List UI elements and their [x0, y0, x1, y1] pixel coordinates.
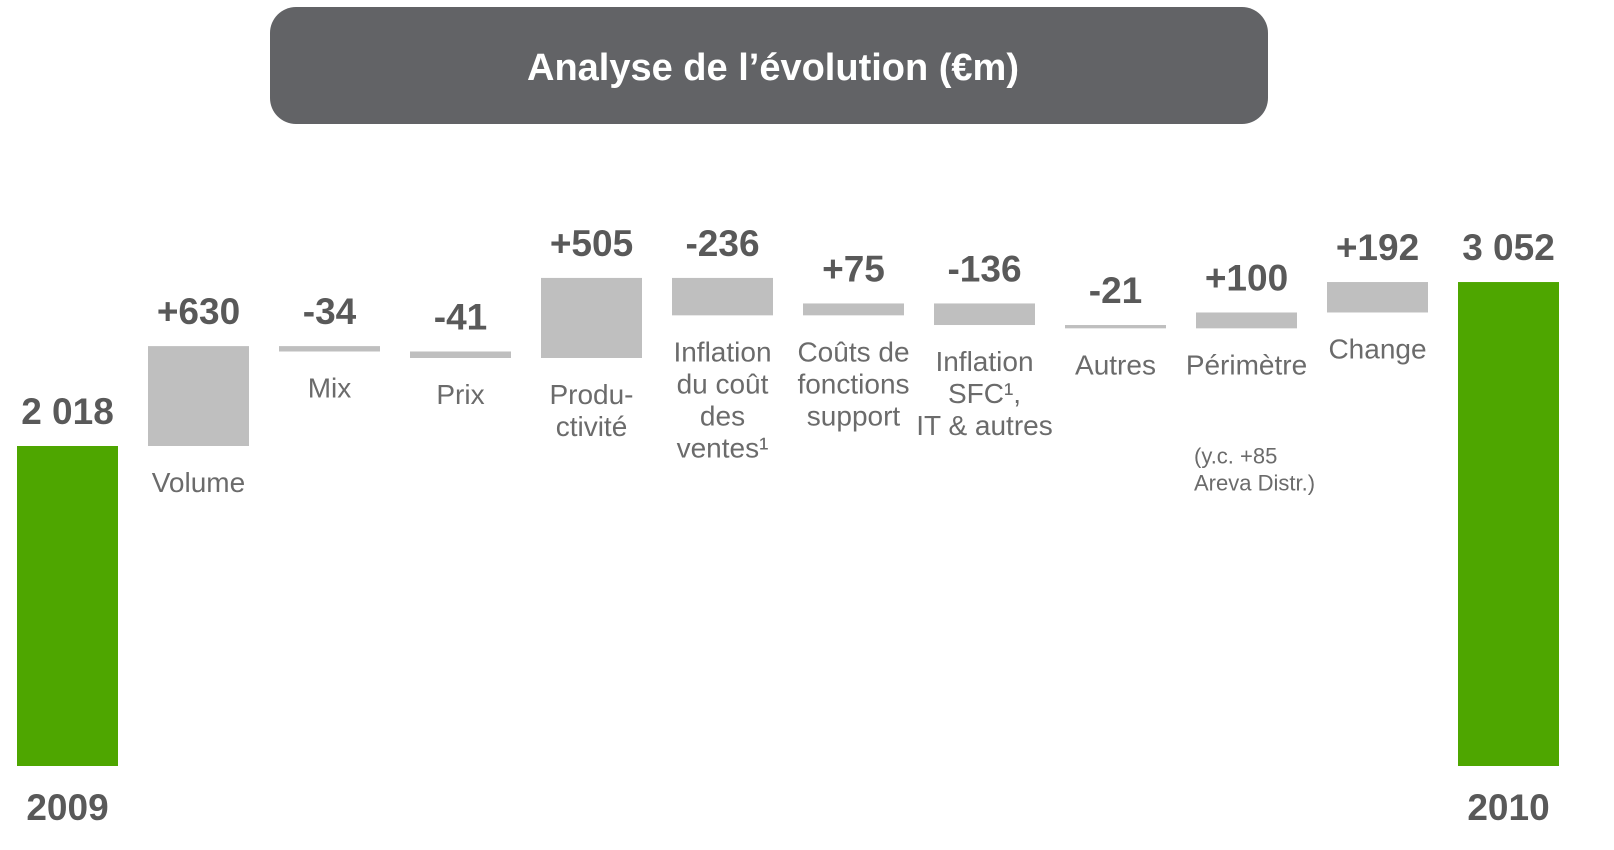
value-label: -136 — [947, 248, 1021, 289]
year-label: 2009 — [26, 787, 108, 828]
value-label: -236 — [685, 223, 759, 264]
category-label: Change — [1328, 333, 1426, 364]
year-label: 2010 — [1467, 787, 1549, 828]
value-label: -34 — [303, 291, 357, 332]
bar — [1327, 282, 1428, 313]
value-label: -21 — [1089, 270, 1142, 311]
bar — [279, 346, 380, 352]
category-label: Inflation du coût des ventes¹ — [673, 336, 771, 463]
annotation: (y.c. +85 Areva Distr.) — [1194, 443, 1315, 495]
bar — [410, 351, 511, 358]
category-label: Périmètre — [1186, 349, 1307, 380]
bar — [1065, 325, 1166, 329]
value-label: -41 — [434, 296, 487, 337]
value-label: +505 — [550, 223, 633, 264]
category-label: Produ-ctivité — [549, 379, 633, 442]
chart-title: Analyse de l’évolution (€m) — [527, 47, 1019, 89]
bar — [541, 277, 642, 358]
category-label: Volume — [152, 467, 245, 498]
bar — [17, 446, 118, 766]
value-label: 2 018 — [21, 391, 114, 432]
value-label: +75 — [822, 248, 885, 289]
category-label: Autres — [1075, 349, 1156, 380]
title-box — [270, 7, 1268, 124]
bar — [1196, 312, 1297, 329]
bar — [1458, 282, 1559, 766]
value-label: 3 052 — [1462, 227, 1555, 268]
bar — [672, 277, 773, 316]
bar — [934, 303, 1035, 326]
category-label: Inflation SFC¹, IT & autres — [916, 346, 1052, 441]
bar — [148, 346, 249, 447]
category-label: Prix — [436, 379, 484, 410]
category-label: Mix — [308, 372, 352, 403]
value-label: +630 — [157, 291, 240, 332]
value-label: +100 — [1205, 257, 1288, 298]
value-label: +192 — [1336, 227, 1419, 268]
category-label: Coûts de fonctions support — [797, 336, 909, 431]
bar — [803, 303, 904, 316]
